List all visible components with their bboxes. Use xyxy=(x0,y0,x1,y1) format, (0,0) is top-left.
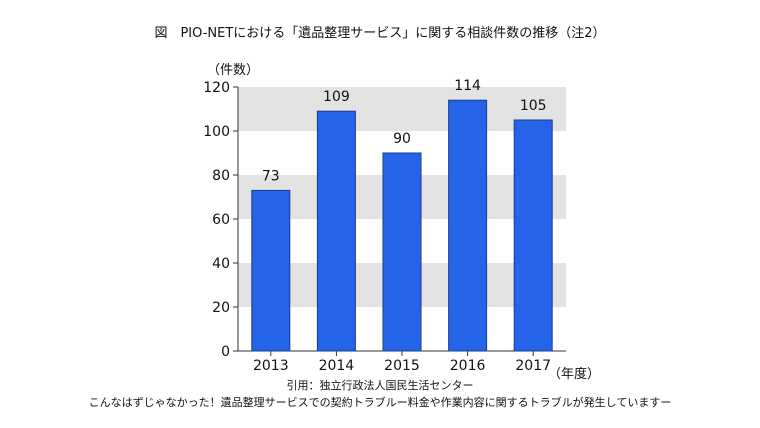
data-label-2016: 114 xyxy=(454,78,481,94)
x-axis-label: （年度） xyxy=(548,366,600,382)
source-article-title: こんなはずじゃなかった！遺品整理サービスでの契約トラブルー料金や作業内容に関する… xyxy=(88,396,672,409)
bar-2017 xyxy=(513,119,553,352)
x-tick-label-2015: 2015 xyxy=(384,358,420,374)
chart-title: 図 PIO-NETにおける「遺品整理サービス」に関する相談件数の推移（注2） xyxy=(154,26,606,41)
data-label-2015: 90 xyxy=(393,131,411,147)
y-tick-label: 80 xyxy=(212,168,230,184)
x-tick-label-2016: 2016 xyxy=(450,358,486,374)
bar-2015 xyxy=(382,152,422,352)
source-credit: 引用：独立行政法人国民生活センター xyxy=(286,379,474,392)
bar-2013 xyxy=(251,189,291,352)
x-tick-label-2014: 2014 xyxy=(319,358,355,374)
y-tick-label: 0 xyxy=(221,344,230,360)
y-tick-label: 40 xyxy=(212,256,230,272)
grid-band xyxy=(238,87,566,131)
y-tick-label: 120 xyxy=(203,80,230,96)
x-tick-label-2017: 2017 xyxy=(515,358,551,374)
x-tick-label-2013: 2013 xyxy=(253,358,289,374)
y-tick-label: 100 xyxy=(203,124,230,140)
bar-2016 xyxy=(448,99,488,352)
y-tick-label: 20 xyxy=(212,300,230,316)
data-label-2017: 105 xyxy=(520,98,547,114)
data-label-2014: 109 xyxy=(323,89,350,105)
bar-2014 xyxy=(316,110,356,352)
y-axis-label: （件数） xyxy=(207,63,259,78)
y-tick-label: 60 xyxy=(212,212,230,228)
data-label-2013: 73 xyxy=(262,168,280,184)
